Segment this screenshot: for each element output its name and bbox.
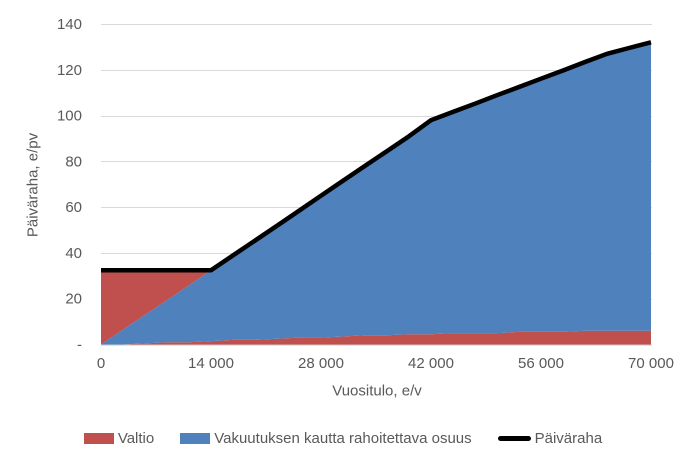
paivaraha-line-swatch	[497, 436, 531, 441]
legend-label-paivaraha: Päiväraha	[534, 430, 603, 447]
legend-label-valtio: Valtio	[117, 430, 155, 447]
y-tick-label: -	[77, 337, 82, 354]
y-tick-label: 100	[57, 108, 82, 125]
legend-item-paivaraha: Päiväraha	[497, 430, 603, 447]
area-valtio-lower	[101, 330, 651, 345]
vakuutus-swatch	[180, 433, 211, 444]
x-tick-label: 14 000	[188, 355, 234, 372]
legend-item-vakuutus: Vakuutuksen kautta rahoitettava osuus	[180, 430, 472, 447]
y-tick-label: 40	[65, 245, 82, 262]
paivaraha-line	[101, 40, 652, 273]
x-tick-label: 56 000	[518, 355, 564, 372]
chart-plot: 140 120 100 80 60 40 20 -0 14 000 28 000 42 000 56 …	[57, 16, 674, 372]
legend-label-vakuutus: Vakuutuksen kautta rahoitettava osuus	[214, 430, 472, 447]
x-tick-label: 28 000	[298, 355, 344, 372]
y-axis-title: Päiväraha, e/pv	[24, 132, 42, 238]
x-tick-label: 0	[97, 355, 105, 372]
y-tick-label: 120	[57, 62, 82, 79]
y-tick-label: 60	[65, 199, 82, 216]
y-tick-label: 80	[65, 153, 82, 170]
y-tick-label: 20	[65, 291, 82, 308]
x-axis-title: Vuositulo, e/v	[332, 382, 422, 400]
legend: Valtio Vakuutuksen kautta rahoitettava o…	[0, 430, 686, 447]
area-vakuutus	[101, 42, 651, 345]
x-tick-label: 42 000	[408, 355, 454, 372]
valtio-swatch	[83, 433, 114, 444]
x-tick-label: 70 000	[628, 355, 674, 372]
y-tick-label: 140	[57, 16, 82, 33]
legend-item-valtio: Valtio	[83, 430, 155, 447]
